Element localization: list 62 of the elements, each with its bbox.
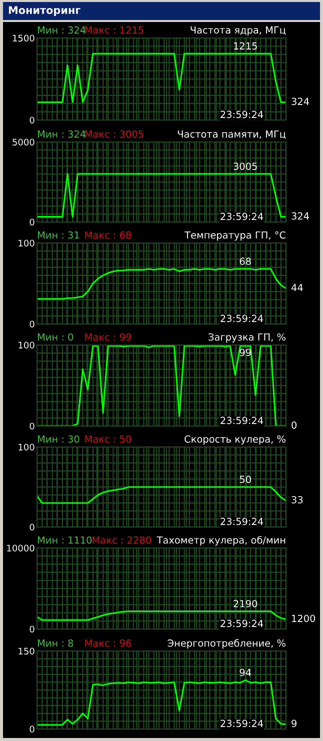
- annotation: 94: [240, 668, 251, 676]
- y-tick-label: 5000: [12, 138, 34, 146]
- chart-title: Загрузка ГП, %: [208, 333, 286, 343]
- y-tick-label: 100: [18, 240, 34, 247]
- text: Мониторинг: [8, 6, 80, 16]
- text: 44: [291, 284, 303, 292]
- text: Мин : 324: [38, 130, 86, 138]
- annotation: 23:59:24: [220, 620, 264, 628]
- text: Мин : 30: [38, 435, 80, 443]
- text: Макс : 96: [85, 639, 132, 647]
- text: Макс : 1215: [85, 26, 144, 34]
- y-tick-label: 0: [30, 626, 34, 633]
- chart-title: Частота ядра, МГц: [190, 26, 286, 36]
- annotation: 23:59:24: [220, 314, 264, 322]
- y-tick-label: 100: [18, 342, 34, 349]
- line-series: [37, 345, 286, 426]
- annotation: 23:59:24: [220, 212, 264, 220]
- text: Мин : 0: [38, 333, 74, 341]
- y-tick-label: 100: [18, 444, 34, 451]
- chart-title: Скорость кулера, %: [184, 435, 286, 445]
- text: 33: [292, 496, 303, 504]
- annotation: 23:59:24: [220, 110, 264, 118]
- y-tick-label: 10000: [7, 544, 34, 552]
- y-tick-label: 150: [18, 648, 34, 655]
- y-tick-label: 0: [30, 524, 34, 531]
- y-tick-label: 0: [30, 320, 34, 328]
- chart-title: Температура ГП, °C: [184, 231, 286, 241]
- text: Макс : 99: [85, 333, 132, 341]
- text: Макс : 68: [85, 231, 132, 239]
- text: Макс : 50: [85, 435, 132, 443]
- text: 9: [292, 720, 296, 728]
- y-tick-label: 0: [30, 218, 34, 226]
- text: 0: [292, 421, 297, 429]
- annotation: 3005: [234, 162, 257, 170]
- annotation: 23:59:24: [220, 416, 264, 424]
- text: Макс : 2280: [92, 536, 151, 544]
- line-series: [37, 610, 286, 621]
- y-tick-label: 0: [30, 726, 34, 733]
- line-series: [37, 679, 286, 726]
- annotation: 23:59:24: [220, 720, 264, 728]
- text: Макс : 3005: [85, 130, 144, 138]
- line-series: [37, 486, 286, 504]
- annotation: 50: [240, 476, 251, 484]
- text: 324: [292, 212, 309, 220]
- chart-title: Частота памяти, МГц: [178, 130, 286, 139]
- text: Мин : 8: [38, 639, 74, 647]
- annotation: 1215: [234, 42, 257, 50]
- y-tick-label: 0: [30, 116, 34, 124]
- text: 324: [292, 98, 309, 106]
- text: Мин : 1110: [38, 536, 92, 544]
- y-tick-label: 1500: [12, 34, 34, 42]
- line-series: [37, 268, 286, 300]
- y-tick-label: 0: [30, 422, 34, 430]
- text: 1200: [292, 614, 316, 622]
- annotation: 23:59:24: [220, 518, 264, 526]
- chart-title: Тахометр кулера, об/мин: [156, 536, 286, 546]
- chart-title: Энергопотребление, %: [168, 639, 286, 649]
- annotation: 68: [240, 258, 251, 265]
- text: Мин : 324: [38, 26, 86, 34]
- line-series: [37, 52, 286, 104]
- annotation: 2190: [234, 600, 258, 608]
- text: Мин : 31: [38, 231, 79, 239]
